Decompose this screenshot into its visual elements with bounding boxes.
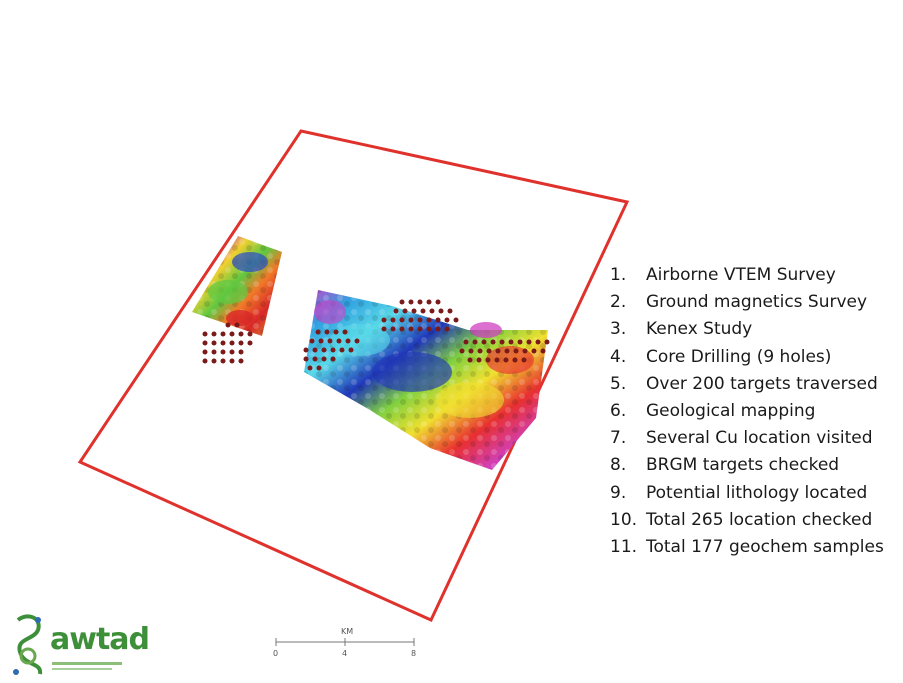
survey-boundary [77,129,630,622]
list-item: 4. Core Drilling (9 holes) [610,346,832,367]
activities-list: 1. Airborne VTEM Survey 2. Ground magnetic… [610,262,884,561]
scale-tick-0: 0 [273,649,278,658]
scale-tick-8: 8 [411,649,416,658]
scale-tick-4: 4 [342,649,347,658]
logo-underline [52,662,122,665]
scale-bar: KM 0 4 8 [273,627,416,658]
sample-points-west [202,322,253,364]
list-item: 2. Ground magnetics Survey [610,292,868,313]
list-item: 6. Geological mapping [610,401,816,422]
list-item: 11. Total 177 geochem samples [610,537,884,558]
logo-emblem-icon [13,614,43,675]
logo-text: awtad [50,622,150,657]
list-item: 3. Kenex Study [610,319,753,340]
logo-underline-2 [52,668,112,670]
company-logo: awtad [8,612,150,680]
magnetic-anomaly-east [304,290,548,470]
sample-points-east [303,299,550,371]
list-item: 8. BRGM targets checked [610,455,840,476]
list-item: 9. Potential lithology located [610,482,868,503]
scale-unit: KM [341,627,353,636]
magnetic-anomaly-west [192,236,282,336]
list-item: 10. Total 265 location checked [610,509,873,530]
list-item: 1. Airborne VTEM Survey [610,265,836,285]
list-item: 7. Several Cu location visited [610,428,873,449]
list-item: 5. Over 200 targets traversed [610,373,878,394]
